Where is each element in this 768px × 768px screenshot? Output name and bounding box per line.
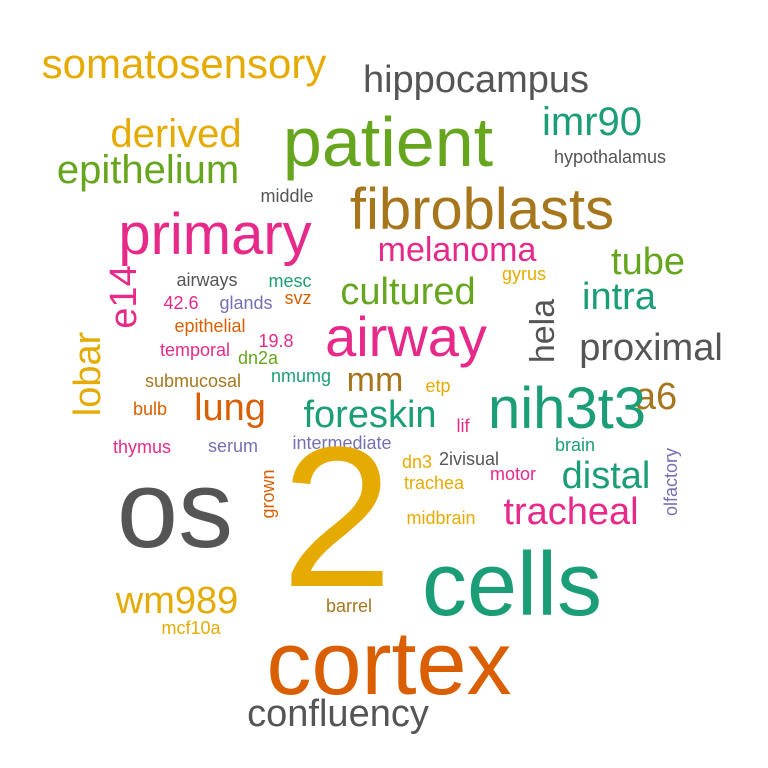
word-a6: a6	[634, 376, 678, 418]
word-etp: etp	[425, 376, 451, 396]
word-cultured: cultured	[340, 271, 476, 313]
word-bulb: bulb	[132, 399, 168, 419]
word-primary: primary	[118, 202, 312, 267]
word-cortex: cortex	[266, 614, 512, 714]
word-glands: glands	[219, 293, 273, 313]
word-nmumg: nmumg	[270, 366, 332, 386]
word-lif: lif	[456, 416, 470, 436]
word-airways: airways	[176, 270, 238, 290]
word-airway: airway	[325, 305, 487, 368]
word-motor: motor	[489, 464, 537, 484]
word-gyrus: gyrus	[501, 264, 547, 284]
word-hypothalamus: hypothalamus	[553, 147, 667, 167]
word-dn2a: dn2a	[237, 348, 279, 368]
word-olfactory: olfactory	[661, 447, 681, 517]
word-os: os	[116, 448, 234, 571]
word-submucosal: submucosal	[144, 371, 242, 391]
word-brain: brain	[554, 435, 596, 455]
word-foreskin: foreskin	[303, 394, 437, 436]
word-intermediate: intermediate	[292, 433, 392, 453]
word-temporal: temporal	[159, 340, 231, 360]
word-e14: e14	[103, 265, 145, 329]
word-2ivisual: 2ivisual	[438, 449, 500, 469]
word-wm989: wm989	[115, 580, 239, 622]
word-proximal: proximal	[579, 327, 723, 369]
word-hela: hela	[524, 298, 562, 364]
word-derived: derived	[110, 112, 242, 156]
word-somatosensory: somatosensory	[41, 40, 327, 87]
word-cells: cells	[421, 535, 603, 635]
word-2: 2	[281, 406, 393, 629]
word-dn3: dn3	[401, 452, 433, 472]
word-melanoma: melanoma	[377, 231, 537, 269]
word-imr90: imr90	[541, 100, 643, 144]
word-tracheal: tracheal	[503, 491, 639, 533]
word-lobar: lobar	[67, 331, 109, 417]
word-mm: mm	[346, 361, 404, 399]
word-tube: tube	[611, 241, 685, 283]
word-nih3t3: nih3t3	[487, 376, 647, 441]
word-middle: middle	[260, 186, 314, 206]
word-hippocampus: hippocampus	[362, 59, 590, 101]
word-serum: serum	[207, 436, 259, 456]
word-epithelial: epithelial	[174, 316, 246, 336]
word-epithelium: epithelium	[56, 148, 240, 192]
word-trachea: trachea	[403, 473, 465, 493]
word-42-6: 42.6	[163, 293, 199, 313]
word-barrel: barrel	[325, 596, 373, 616]
word-mcf10a: mcf10a	[161, 618, 221, 638]
word-svz: svz	[284, 288, 312, 308]
word-fibroblasts: fibroblasts	[349, 177, 615, 242]
word-confluency: confluency	[247, 693, 429, 735]
word-patient: patient	[282, 103, 494, 181]
word-thymus: thymus	[112, 437, 172, 457]
word-distal: distal	[561, 455, 651, 497]
word-midbrain: midbrain	[406, 508, 476, 528]
word-lung: lung	[194, 387, 266, 429]
word-intra: intra	[582, 276, 656, 318]
word-mesc: mesc	[268, 271, 312, 291]
word-grown: grown	[258, 469, 278, 519]
word-19-8: 19.8	[258, 331, 294, 351]
